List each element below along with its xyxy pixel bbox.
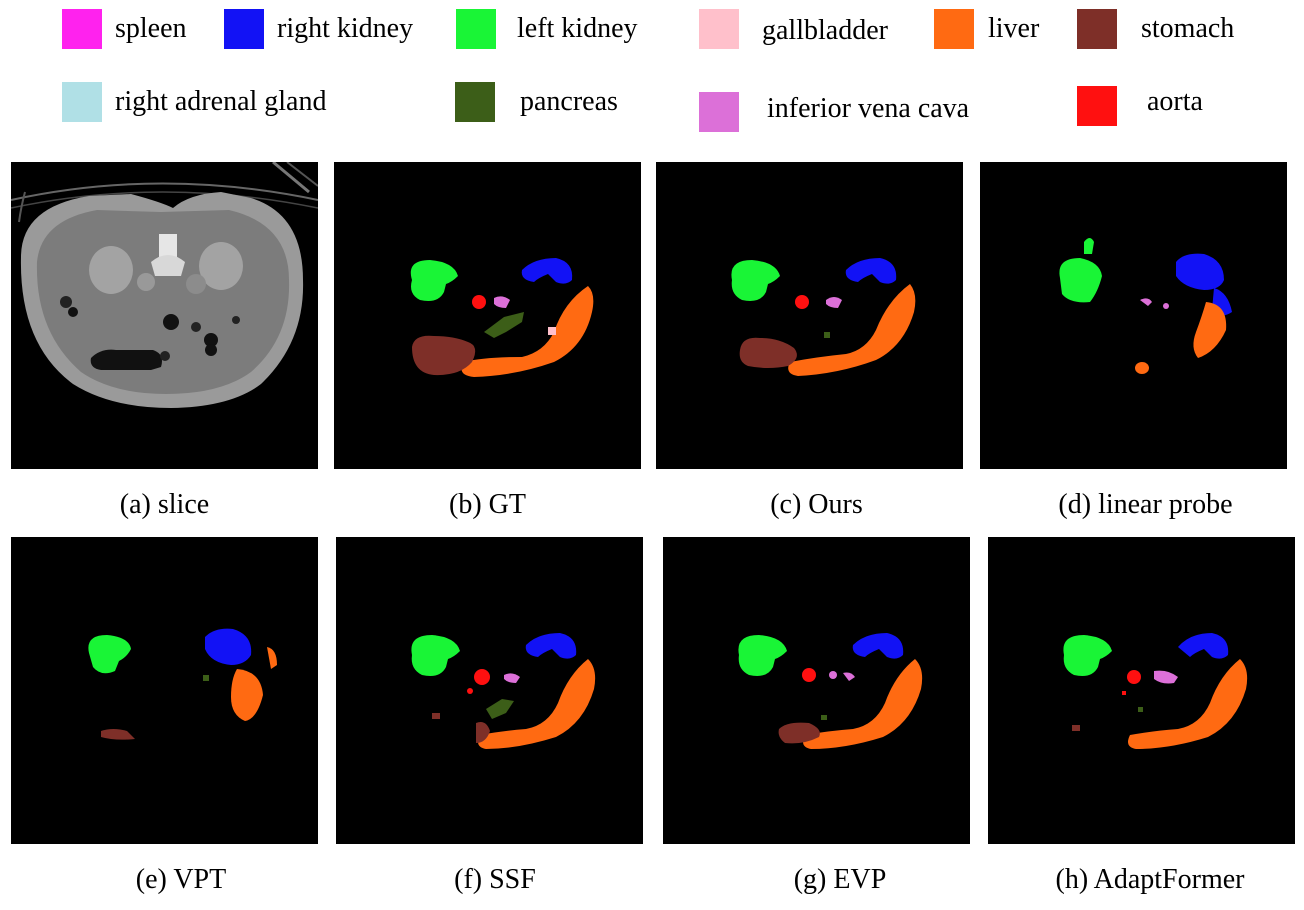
legend-swatch-aorta [1077, 86, 1117, 126]
ct-slice-image [11, 162, 318, 469]
segmentation-linear-probe [980, 162, 1287, 469]
segmentation-ours-graphic [656, 162, 963, 469]
caption-d: (d) linear probe [1058, 489, 1233, 520]
legend-label-right-kidney: right kidney [277, 13, 414, 44]
segmentation-vpt [11, 537, 318, 844]
segmentation-evp-graphic [663, 537, 970, 844]
legend-swatch-liver [934, 9, 974, 49]
segmentation-gt [334, 162, 641, 469]
caption-g: (g) EVP [793, 864, 887, 895]
legend-label-aorta: aorta [1147, 86, 1203, 117]
legend-label-pancreas: pancreas [520, 86, 618, 117]
legend-swatch-inferior-vena-cava [699, 92, 739, 132]
segmentation-evp [663, 537, 970, 844]
legend-label-spleen: spleen [115, 13, 187, 44]
legend-swatch-right-adrenal-gland [62, 82, 102, 122]
segmentation-vpt-graphic [11, 537, 318, 844]
legend-swatch-spleen [62, 9, 102, 49]
segmentation-adaptformer [988, 537, 1295, 844]
caption-h: (h) AdaptFormer [1055, 864, 1245, 895]
legend-swatch-stomach [1077, 9, 1117, 49]
legend-label-left-kidney: left kidney [517, 13, 638, 44]
legend-swatch-gallbladder [699, 9, 739, 49]
legend-label-liver: liver [988, 13, 1040, 44]
segmentation-ssf [336, 537, 643, 844]
caption-e: (e) VPT [135, 864, 227, 895]
legend-label-inferior-vena-cava: inferior vena cava [767, 93, 970, 124]
legend-swatch-left-kidney [456, 9, 496, 49]
segmentation-gt-graphic [334, 162, 641, 469]
legend-label-gallbladder: gallbladder [762, 15, 888, 46]
caption-a: (a) slice [119, 489, 210, 520]
segmentation-ours [656, 162, 963, 469]
segmentation-ssf-graphic [336, 537, 643, 844]
caption-b: (b) GT [449, 489, 526, 520]
ct-slice-graphic [11, 162, 318, 469]
segmentation-linear-probe-graphic [980, 162, 1287, 469]
segmentation-adaptformer-graphic [988, 537, 1295, 844]
legend-swatch-pancreas [455, 82, 495, 122]
legend-label-right-adrenal-gland: right adrenal gland [115, 86, 327, 117]
caption-f: (f) SSF [454, 864, 536, 895]
caption-c: (c) Ours [770, 489, 863, 520]
legend-swatch-right-kidney [224, 9, 264, 49]
legend-label-stomach: stomach [1141, 13, 1235, 44]
